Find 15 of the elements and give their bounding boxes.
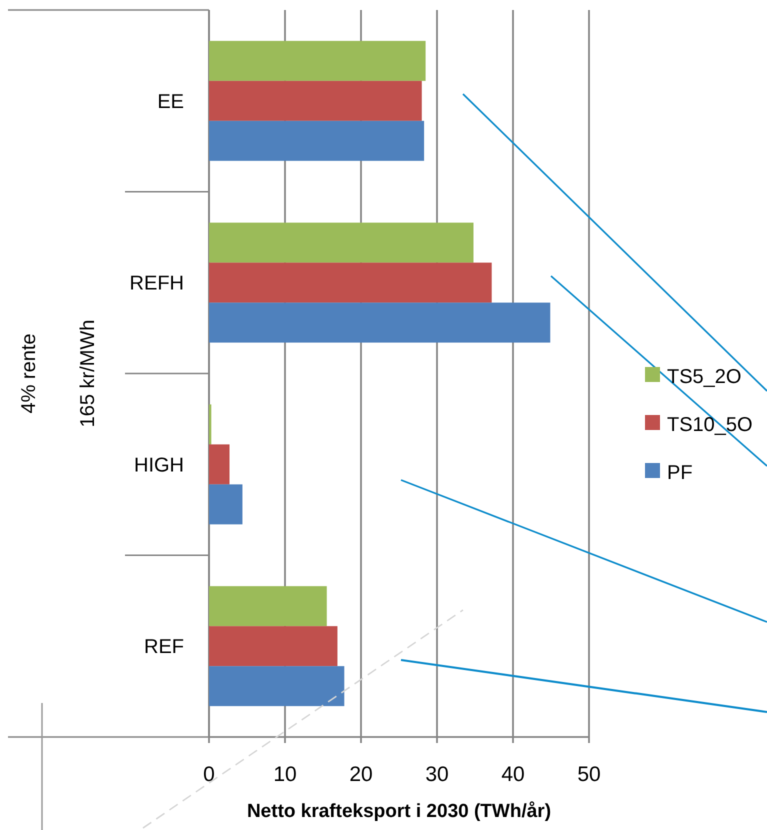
- legend-label: PF: [667, 462, 693, 484]
- y-axis-title: 165 kr/MWh: [77, 320, 99, 428]
- x-tick-label: 40: [501, 763, 525, 786]
- x-axis-title: Netto krafteksport i 2030 (TWh/år): [246, 801, 552, 822]
- y-tick-label: REF: [144, 636, 184, 658]
- legend-label: TS5_2O: [667, 366, 742, 388]
- text: 4% rente: [18, 333, 40, 414]
- x-tick-label: 10: [273, 763, 297, 786]
- x-tick-label: 50: [577, 763, 601, 786]
- y-tick-label: REFH: [130, 272, 184, 295]
- x-tick-label: 20: [349, 763, 373, 786]
- y-tick-label: EE: [157, 90, 184, 113]
- x-tick-label: 0: [203, 763, 215, 786]
- y-tick-label: HIGH: [134, 454, 184, 476]
- x-tick-label: 30: [425, 763, 449, 786]
